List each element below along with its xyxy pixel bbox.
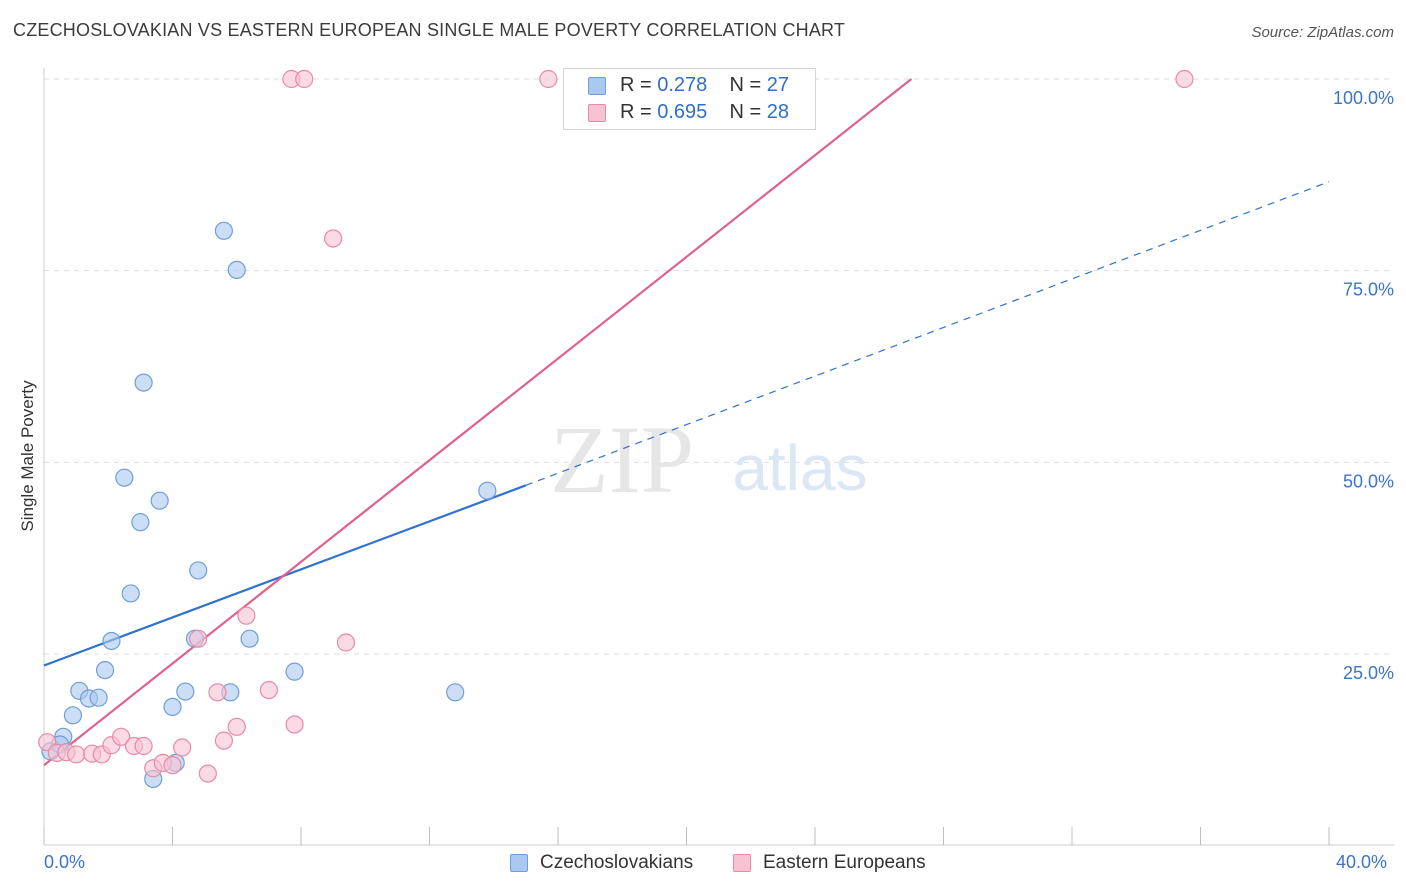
data-point	[189, 629, 208, 648]
bottom-legend-label: Czechoslovakians	[540, 852, 694, 873]
y-tick-labels: 25.0% 50.0% 75.0% 100.0%	[1333, 88, 1394, 683]
y-tick-label: 100.0%	[1333, 88, 1394, 108]
watermark-atlas: atlas	[732, 432, 867, 504]
bottom-legend-label: Eastern Europeans	[763, 852, 926, 873]
data-point	[67, 745, 86, 764]
x-axis-min-label: 0.0%	[44, 852, 86, 872]
data-point	[198, 764, 217, 783]
legend-r-value: 0.695	[657, 101, 708, 123]
data-point	[95, 660, 115, 680]
data-point	[173, 738, 192, 757]
data-point	[121, 584, 140, 603]
data-point	[259, 680, 278, 700]
data-point	[478, 481, 497, 500]
data-point	[208, 683, 227, 702]
legend-n-label: N =	[729, 101, 767, 123]
data-points	[38, 69, 1194, 789]
data-point	[150, 491, 169, 510]
data-point	[1175, 69, 1194, 89]
data-point	[336, 633, 356, 652]
data-point	[176, 682, 195, 701]
data-point	[189, 561, 208, 580]
data-point	[131, 513, 150, 532]
watermark-zip: ZIP	[550, 406, 694, 513]
data-point	[111, 727, 131, 746]
data-point	[539, 69, 558, 89]
data-point	[214, 221, 233, 240]
y-axis-label: Single Male Poverty	[18, 380, 37, 532]
data-point	[63, 706, 83, 725]
data-point	[285, 662, 304, 681]
x-axis-max-label: 40.0%	[1336, 852, 1388, 872]
legend-n-value: 27	[766, 74, 790, 96]
data-point	[115, 468, 134, 487]
bottom-legend-swatch-czechoslovakians	[510, 854, 528, 872]
data-point	[89, 688, 108, 707]
data-point	[227, 260, 246, 279]
data-point	[324, 229, 343, 248]
legend-swatch-eastern-europeans	[588, 104, 606, 122]
legend-swatch-czechoslovakians	[588, 77, 606, 95]
y-tick-label: 25.0%	[1343, 663, 1394, 683]
bottom-legend-swatch-eastern-europeans	[733, 854, 751, 872]
axes	[43, 68, 1394, 846]
data-point	[163, 697, 182, 717]
data-point	[102, 631, 121, 651]
y-tick-label: 50.0%	[1343, 471, 1394, 491]
legend-n-value: 28	[766, 101, 790, 123]
data-point	[285, 715, 304, 734]
data-point	[237, 606, 256, 625]
legend-r-label: R =	[620, 74, 658, 96]
trend-line	[43, 78, 913, 767]
legend-r-value: 0.278	[657, 74, 708, 96]
grid-lines	[44, 78, 1394, 655]
legend-r-label: R =	[620, 101, 658, 123]
legend-n-label: N =	[729, 74, 767, 96]
source-label: Source: ZipAtlas.com	[1251, 24, 1394, 41]
data-point	[214, 731, 233, 750]
data-point	[134, 373, 153, 392]
chart-title: CZECHOSLOVAKIAN VS EASTERN EUROPEAN SING…	[13, 20, 846, 40]
data-point	[295, 69, 314, 89]
y-tick-label: 75.0%	[1343, 280, 1394, 300]
data-point	[134, 736, 153, 756]
correlation-legend: R = 0.278 N = 27 R = 0.695 N = 28	[563, 68, 816, 130]
trend-lines	[43, 78, 1330, 767]
trend-line-extension	[525, 181, 1330, 486]
data-point	[163, 756, 182, 775]
data-point	[227, 717, 246, 736]
watermark: ZIP atlas	[550, 406, 868, 513]
data-point	[446, 683, 465, 702]
data-point	[240, 629, 259, 648]
